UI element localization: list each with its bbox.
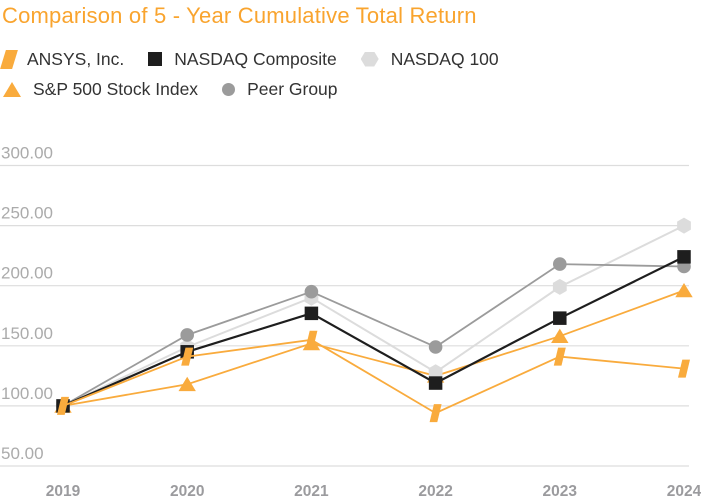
circle-marker-icon: [222, 82, 236, 96]
legend-label-ansys: ANSYS, Inc.: [27, 48, 125, 69]
legend-row-1: ANSYS, Inc. NASDAQ Composite NASDAQ 100: [0, 44, 499, 74]
data-point-triangle: [551, 328, 569, 343]
series-line-s-p-500-stock-index: [62, 289, 685, 407]
data-point-square: [553, 311, 567, 325]
hexagon-marker-icon: [360, 51, 379, 67]
data-point-slash: [678, 359, 690, 378]
series-line-ansys-inc-: [62, 338, 685, 415]
legend-label-peer-group: Peer Group: [247, 78, 338, 99]
data-point-hexagon: [677, 217, 691, 234]
data-point-circle: [428, 340, 443, 354]
series-line-nasdaq-composite: [62, 255, 685, 407]
y-axis-tick-label: 100.00: [1, 384, 53, 403]
y-axis-tick-label: 150.00: [1, 324, 53, 343]
data-point-hexagon: [552, 278, 567, 295]
data-point-hexagon: [428, 364, 443, 381]
legend-item-nasdaq-100: NASDAQ 100: [360, 48, 499, 70]
legend-label-nasdaq-composite: NASDAQ Composite: [174, 48, 337, 69]
y-axis-tick-label: 300.00: [1, 144, 53, 163]
legend-item-ansys: ANSYS, Inc.: [0, 48, 125, 70]
x-axis-tick-label: 2020: [170, 483, 204, 500]
series-line-peer-group: [62, 263, 685, 407]
x-axis-tick-label: 2022: [418, 483, 452, 500]
data-point-slash: [57, 396, 69, 415]
x-axis-tick-label: 2021: [294, 483, 329, 500]
legend-row-2: S&P 500 Stock Index Peer Group: [3, 74, 499, 104]
y-axis-tick-label: 200.00: [1, 264, 53, 283]
data-point-triangle: [675, 283, 693, 298]
y-axis-tick-label: 50.00: [1, 444, 44, 463]
square-marker-icon: [148, 52, 163, 66]
x-axis-tick-label: 2019: [46, 483, 81, 500]
data-point-square: [428, 376, 443, 390]
legend-item-sp500: S&P 500 Stock Index: [3, 79, 198, 100]
data-point-circle: [180, 328, 194, 342]
data-point-slash: [305, 330, 318, 349]
data-point-slash: [429, 404, 442, 423]
data-point-circle: [553, 257, 567, 271]
triangle-marker-icon: [3, 81, 21, 97]
legend-item-peer-group: Peer Group: [222, 78, 338, 100]
data-point-square: [677, 250, 691, 264]
legend-label-sp500: S&P 500 Stock Index: [33, 78, 199, 99]
data-point-circle: [304, 284, 319, 299]
x-axis-tick-label: 2024: [667, 483, 701, 500]
data-point-slash: [553, 347, 566, 366]
data-point-triangle: [178, 376, 196, 392]
data-point-square: [304, 306, 319, 321]
y-axis-tick-label: 250.00: [1, 204, 53, 223]
chart-legend: ANSYS, Inc. NASDAQ Composite NASDAQ 100 …: [0, 44, 499, 104]
data-point-slash: [181, 347, 194, 366]
x-axis-tick-label: 2023: [543, 483, 578, 500]
legend-label-nasdaq-100: NASDAQ 100: [390, 48, 499, 69]
legend-item-nasdaq-composite: NASDAQ Composite: [148, 48, 337, 70]
series-line-nasdaq-100: [62, 224, 685, 407]
chart-title: Comparison of 5 - Year Cumulative Total …: [2, 3, 477, 28]
